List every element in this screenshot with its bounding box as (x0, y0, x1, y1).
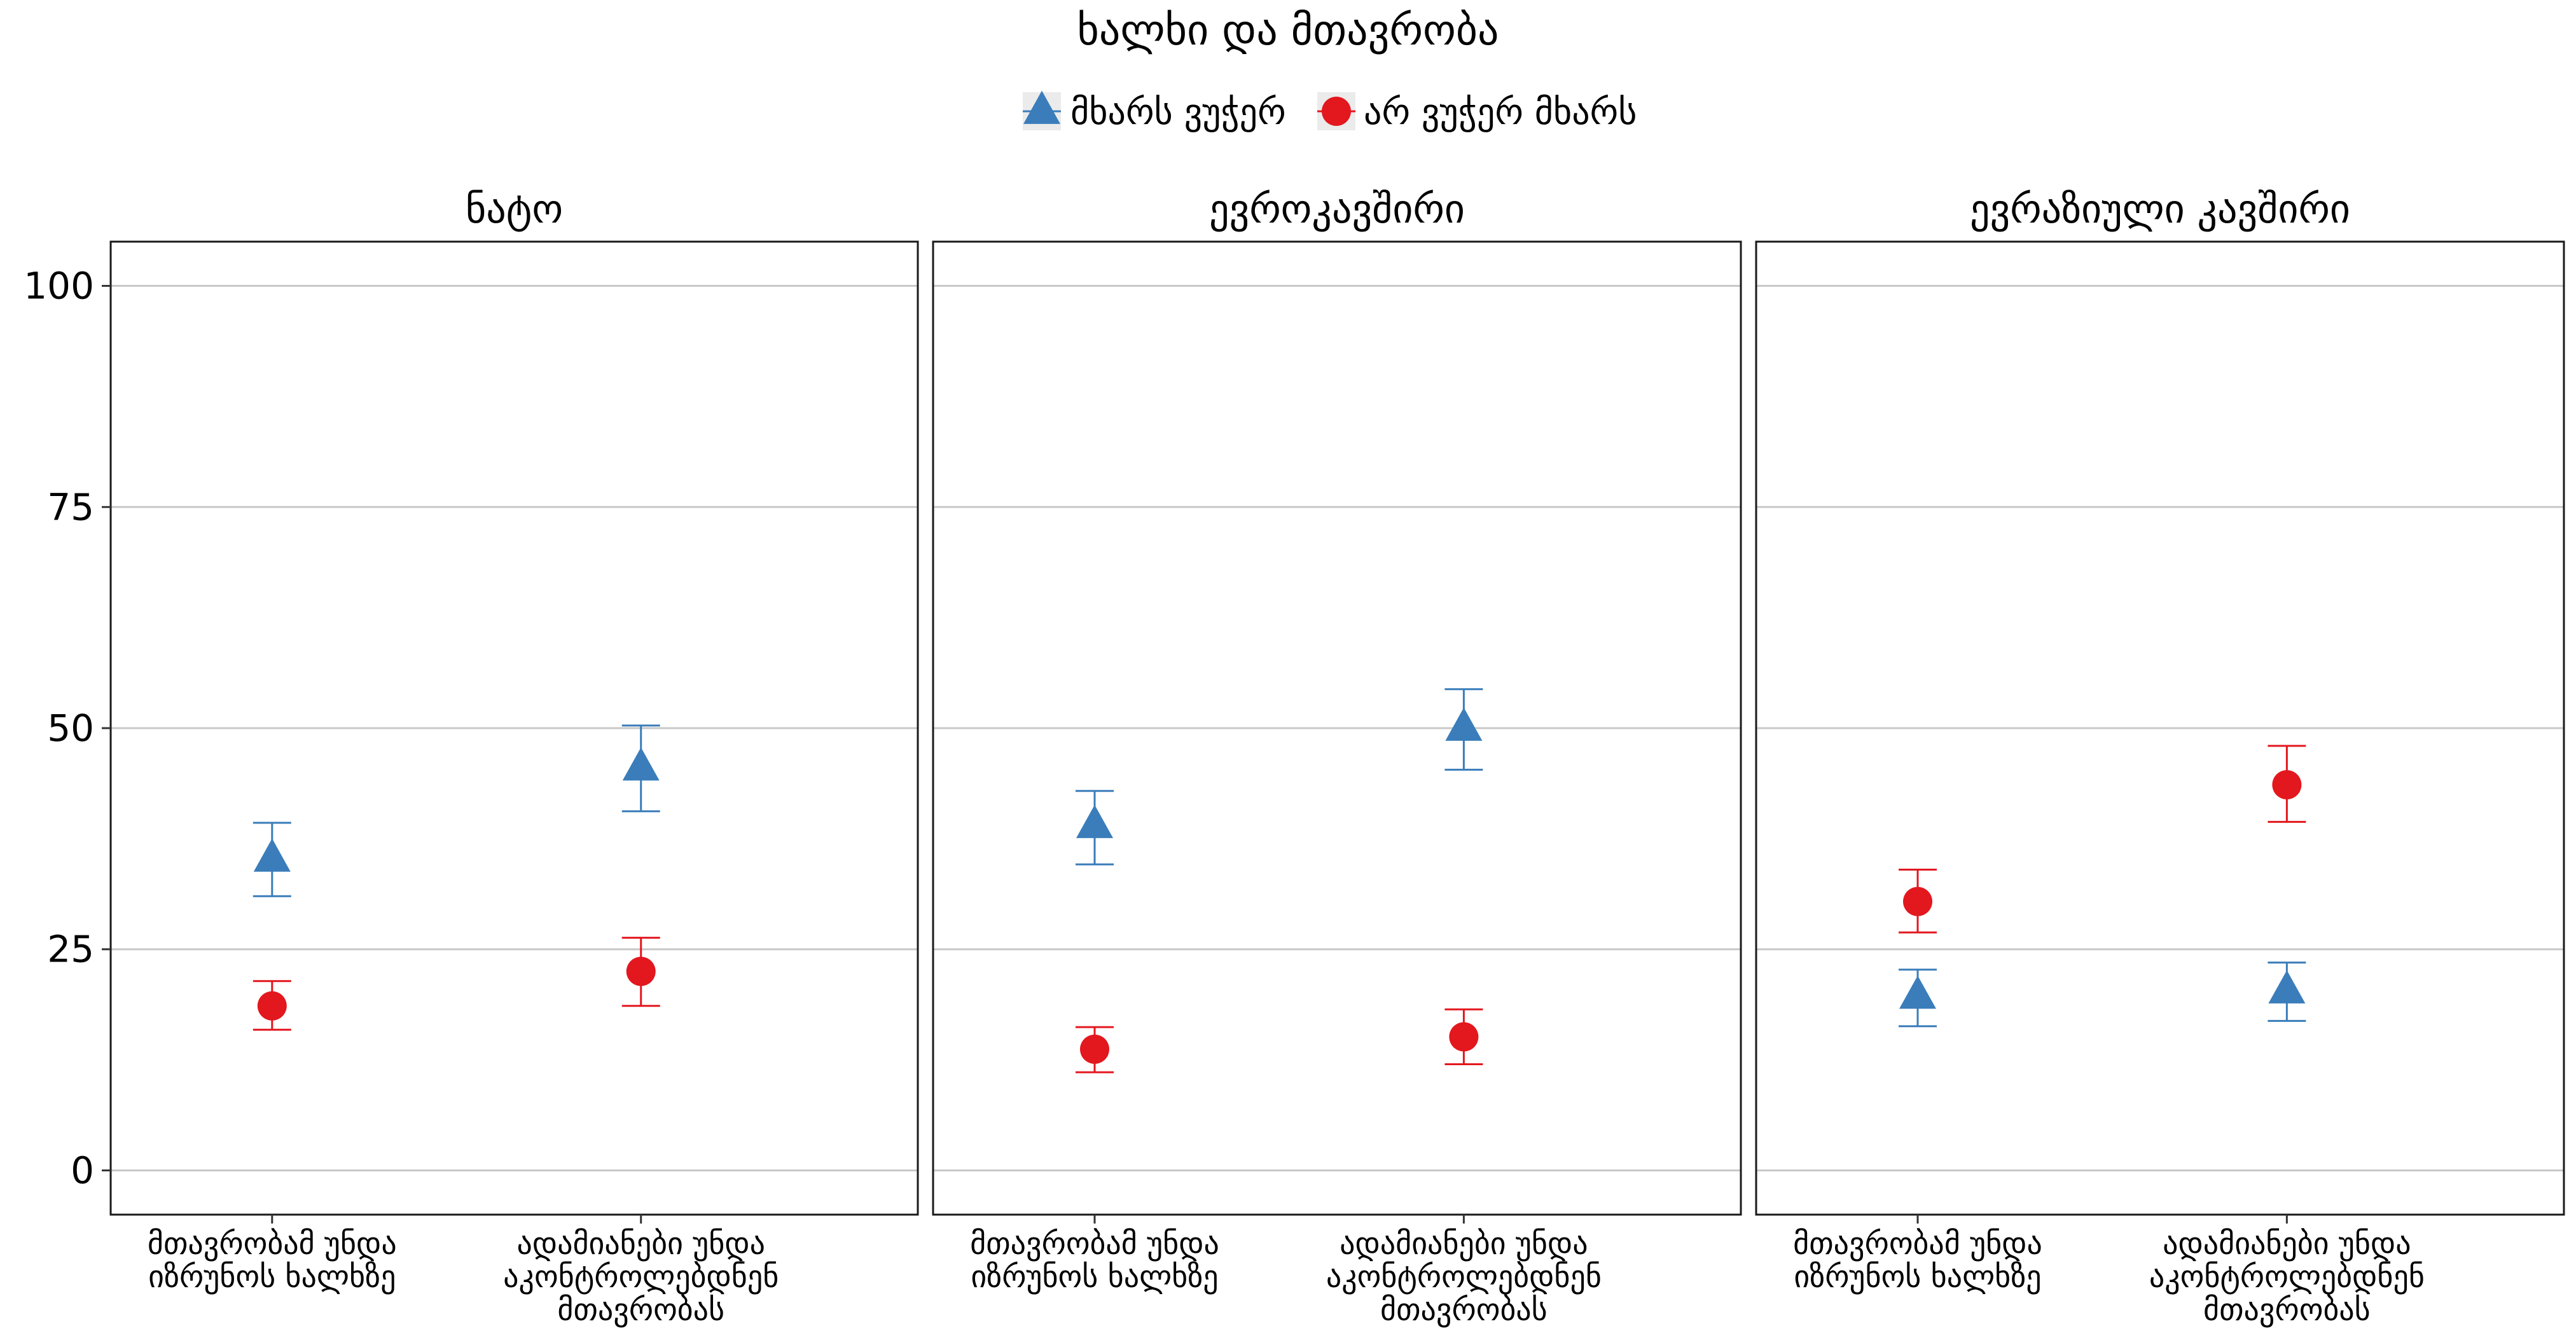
data-point-triangle (1076, 804, 1113, 838)
y-tick-label: 100 (24, 265, 94, 308)
x-tick-label: მთავრობამ უნდა იზრუნოს ხალხზე (970, 1226, 1219, 1295)
panel-1: ნატო მთავრობამ უნდა იზრუნოს ხალხზე ადამიანე… (109, 186, 919, 1328)
data-point-circle (1080, 1034, 1109, 1064)
data-point-circle (257, 991, 287, 1021)
x-tick-label-line: მთავრობამ უნდა (970, 1226, 1219, 1262)
x-tick-label-line: აკონტროლებდნენ (503, 1259, 779, 1295)
x-tick-label: ადამიანები უნდა აკონტროლებდნენ მთავრობას (2149, 1226, 2425, 1328)
legend-label: მხარს ვუჭერ (1070, 92, 1286, 133)
x-tick-label-line: იზრუნოს ხალხზე (971, 1259, 1218, 1295)
x-tick-label-line: აკონტროლებდნენ (1326, 1259, 1602, 1295)
data-point-circle (626, 956, 656, 986)
x-tick-label: მთავრობამ უნდა იზრუნოს ხალხზე (148, 1226, 397, 1295)
x-tick-label: ადამიანები უნდა აკონტროლებდნენ მთავრობას (1326, 1226, 1602, 1328)
data-point-circle (1903, 886, 1932, 916)
data-point-triangle (1899, 976, 1936, 1009)
data-point-triangle (622, 747, 660, 781)
legend-key-triangle (1023, 90, 1060, 124)
legend: მხარს ვუჭერ არ ვუჭერ მხარს (1023, 90, 1637, 133)
data-point-triangle (1445, 707, 1483, 741)
panel-border (932, 240, 1742, 1216)
panel-title: ნატო (466, 186, 563, 232)
y-axis: 0 25 50 75 100 (24, 265, 111, 1192)
x-tick-label-line: იზრუნოს ხალხზე (1794, 1259, 2041, 1295)
y-tick-label: 50 (47, 707, 94, 750)
y-tick-label: 25 (47, 928, 94, 971)
x-tick-label-line: ადამიანები უნდა (1340, 1226, 1588, 1262)
panel-title: ევროკავშირი (1209, 186, 1465, 232)
chart-title: ხალხი და მთავრობა (1077, 6, 1499, 55)
data-point-triangle (2268, 970, 2306, 1004)
y-tick-label: 0 (71, 1148, 94, 1192)
x-tick-label: მთავრობამ უნდა იზრუნოს ხალხზე (1793, 1226, 2042, 1295)
panel-border (1755, 240, 2565, 1216)
panel-3: ევრაზიული კავშირი მთავრობამ უნდა იზრუნოს ხ… (1755, 186, 2565, 1328)
data-point-circle (2272, 770, 2302, 800)
legend-key-circle (1322, 97, 1351, 126)
legend-label: არ ვუჭერ მხარს (1364, 92, 1637, 133)
x-tick-label-line: მთავრობას (557, 1292, 724, 1328)
y-tick-label: 75 (47, 485, 94, 528)
x-tick-label-line: მთავრობას (1380, 1292, 1548, 1328)
data-point-circle (1449, 1022, 1479, 1052)
x-tick-label-line: ადამიანები უნდა (2163, 1226, 2411, 1262)
x-tick-label-line: იზრუნოს ხალხზე (148, 1259, 396, 1295)
x-tick-label-line: მთავრობამ უნდა (1793, 1226, 2042, 1262)
data-point-triangle (253, 838, 291, 872)
panel-title: ევრაზიული კავშირი (1970, 186, 2350, 232)
x-tick-label-line: აკონტროლებდნენ (2149, 1259, 2425, 1295)
x-tick-label-line: მთავრობამ უნდა (148, 1226, 397, 1262)
x-tick-label-line: ადამიანები უნდა (516, 1226, 765, 1262)
panel-2: ევროკავშირი მთავრობამ უნდა იზრუნოს ხალხზე ა… (932, 186, 1742, 1328)
x-tick-label-line: მთავრობას (2203, 1292, 2371, 1328)
x-tick-label: ადამიანები უნდა აკონტროლებდნენ მთავრობას (503, 1226, 779, 1328)
